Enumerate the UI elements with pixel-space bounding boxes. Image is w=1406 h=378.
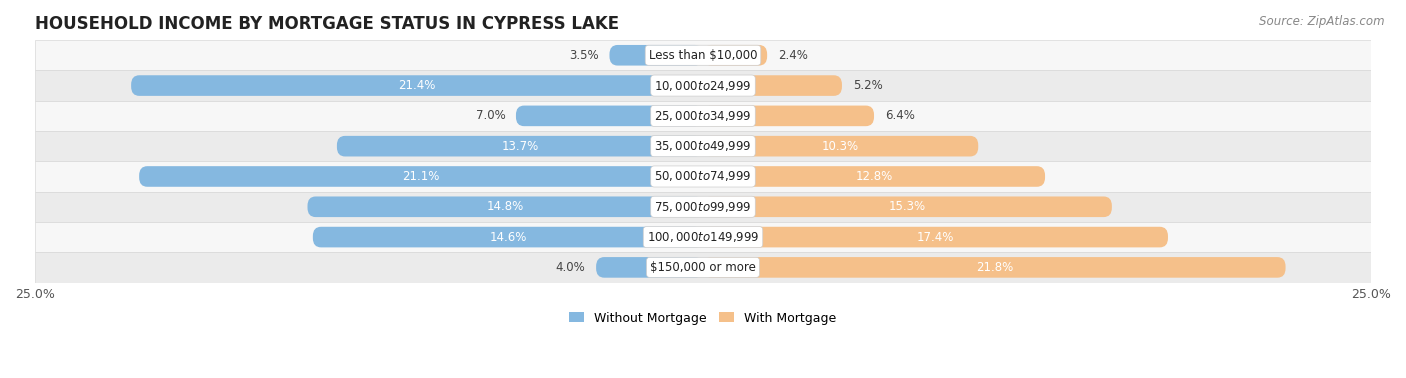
FancyBboxPatch shape [35, 131, 1371, 161]
FancyBboxPatch shape [516, 105, 703, 126]
Legend: Without Mortgage, With Mortgage: Without Mortgage, With Mortgage [564, 307, 842, 330]
Text: 21.4%: 21.4% [398, 79, 436, 92]
FancyBboxPatch shape [703, 136, 979, 156]
FancyBboxPatch shape [35, 252, 1371, 282]
FancyBboxPatch shape [314, 227, 703, 247]
FancyBboxPatch shape [308, 197, 703, 217]
Text: 6.4%: 6.4% [884, 109, 914, 122]
FancyBboxPatch shape [35, 222, 1371, 252]
FancyBboxPatch shape [609, 45, 703, 65]
Text: 15.3%: 15.3% [889, 200, 927, 213]
Text: $75,000 to $99,999: $75,000 to $99,999 [654, 200, 752, 214]
FancyBboxPatch shape [703, 197, 1112, 217]
Text: $150,000 or more: $150,000 or more [650, 261, 756, 274]
Text: 21.1%: 21.1% [402, 170, 440, 183]
Text: 12.8%: 12.8% [855, 170, 893, 183]
Text: 5.2%: 5.2% [852, 79, 883, 92]
FancyBboxPatch shape [35, 192, 1371, 222]
Text: 13.7%: 13.7% [502, 140, 538, 153]
Text: 14.6%: 14.6% [489, 231, 527, 243]
Text: HOUSEHOLD INCOME BY MORTGAGE STATUS IN CYPRESS LAKE: HOUSEHOLD INCOME BY MORTGAGE STATUS IN C… [35, 15, 619, 33]
FancyBboxPatch shape [35, 101, 1371, 131]
Text: 17.4%: 17.4% [917, 231, 955, 243]
FancyBboxPatch shape [596, 257, 703, 278]
FancyBboxPatch shape [703, 166, 1045, 187]
Text: 7.0%: 7.0% [475, 109, 505, 122]
FancyBboxPatch shape [131, 75, 703, 96]
FancyBboxPatch shape [35, 70, 1371, 101]
FancyBboxPatch shape [35, 161, 1371, 192]
FancyBboxPatch shape [139, 166, 703, 187]
Text: Less than $10,000: Less than $10,000 [648, 49, 758, 62]
FancyBboxPatch shape [337, 136, 703, 156]
Text: $100,000 to $149,999: $100,000 to $149,999 [647, 230, 759, 244]
Text: 21.8%: 21.8% [976, 261, 1012, 274]
Text: 14.8%: 14.8% [486, 200, 524, 213]
Text: $50,000 to $74,999: $50,000 to $74,999 [654, 169, 752, 183]
Text: Source: ZipAtlas.com: Source: ZipAtlas.com [1260, 15, 1385, 28]
Text: $10,000 to $24,999: $10,000 to $24,999 [654, 79, 752, 93]
Text: 10.3%: 10.3% [823, 140, 859, 153]
FancyBboxPatch shape [703, 257, 1285, 278]
FancyBboxPatch shape [703, 45, 768, 65]
Text: $25,000 to $34,999: $25,000 to $34,999 [654, 109, 752, 123]
Text: $35,000 to $49,999: $35,000 to $49,999 [654, 139, 752, 153]
FancyBboxPatch shape [703, 75, 842, 96]
Text: 3.5%: 3.5% [569, 49, 599, 62]
FancyBboxPatch shape [703, 227, 1168, 247]
FancyBboxPatch shape [703, 105, 875, 126]
Text: 4.0%: 4.0% [555, 261, 585, 274]
Text: 2.4%: 2.4% [778, 49, 807, 62]
FancyBboxPatch shape [35, 40, 1371, 70]
